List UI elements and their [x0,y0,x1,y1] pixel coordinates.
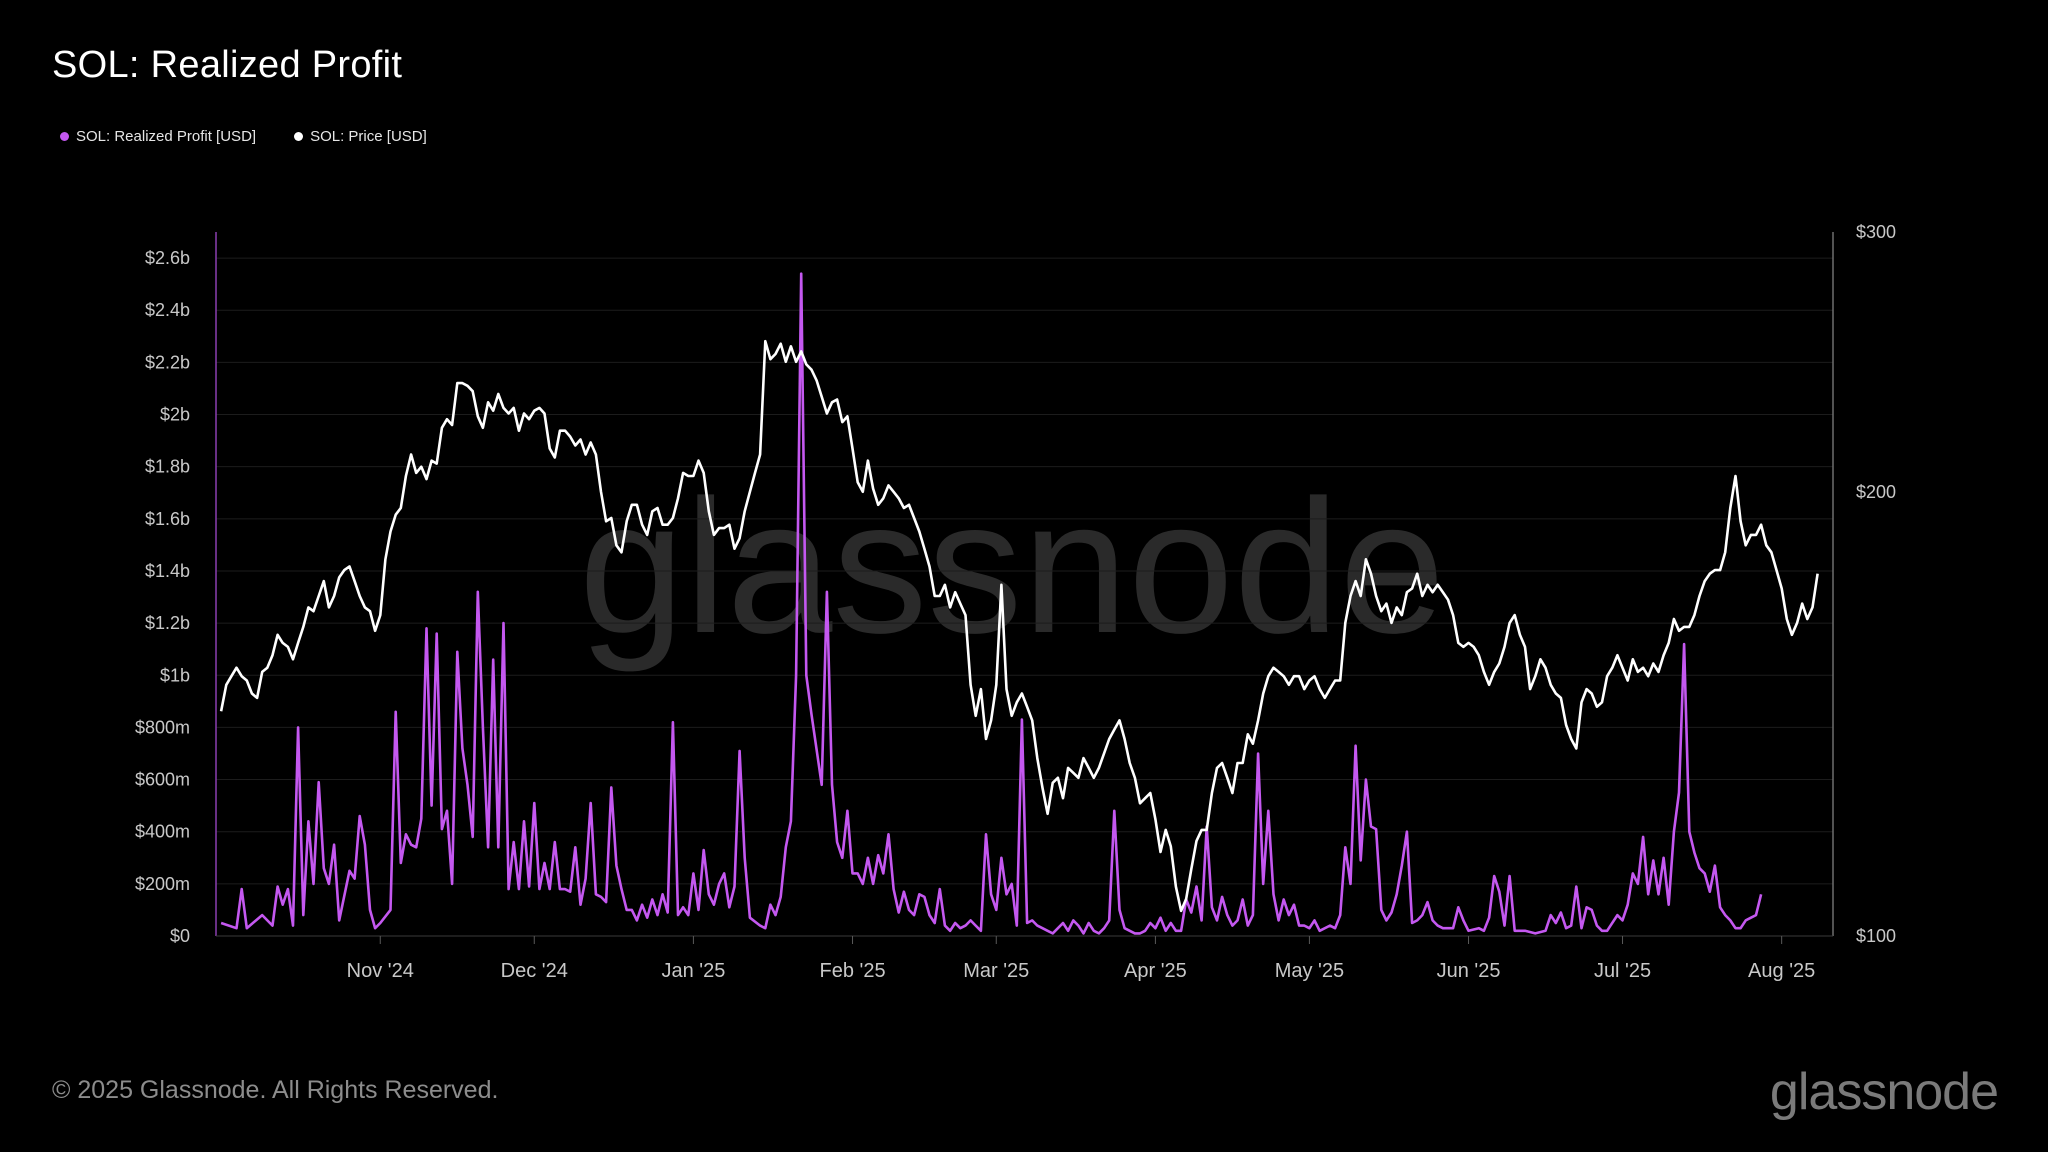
y-axis-left-ticks: $0 $200m $400m $600m $800m $1b $1.2b $1.4b $1.6b… [135,248,190,946]
y-left-tick-label: $400m [135,822,190,842]
y-left-tick-label: $1b [160,665,190,685]
x-tick-label: Feb '25 [819,960,885,982]
y-left-tick-label: $2.2b [145,352,190,372]
series-group [219,272,1819,935]
legend-label-realized-profit: SOL: Realized Profit [USD] [76,128,257,145]
x-tick-label: Dec '24 [501,960,568,982]
legend-item-price[interactable]: SOL: Price [USD] [294,128,427,145]
watermark: glassnode [579,461,1445,673]
series-line-price[interactable] [219,339,1819,913]
x-tick-label: Jan '25 [661,960,725,982]
x-tick-label: May '25 [1275,960,1344,982]
chart-title: SOL: Realized Profit [52,44,403,86]
y-left-tick-label: $800m [135,717,190,737]
x-tick-label: Aug '25 [1748,960,1815,982]
x-tick-label: Mar '25 [963,960,1029,982]
x-axis-ticks: Nov '24 Dec '24 Jan '25 Feb '25 Mar '25 Apr '… [347,936,1815,982]
y-left-tick-label: $2b [160,405,190,425]
y-left-tick-label: $0 [170,926,190,946]
series-line-realized-profit[interactable] [220,272,1763,935]
y-left-tick-label: $1.6b [145,509,190,529]
legend-dot-price [294,132,304,141]
gridlines [216,257,1833,885]
copyright: © 2025 Glassnode. All Rights Reserved. [52,1076,499,1104]
y-axis-right-ticks: $100 $200 $300 [1856,222,1896,946]
x-tick-label: Jul '25 [1594,960,1651,982]
y-right-tick-label: $200 [1856,482,1896,502]
legend-dot-realized-profit [60,132,69,141]
x-tick-label: Nov '24 [347,960,414,982]
legend-label-price: SOL: Price [USD] [310,128,427,145]
legend: SOL: Realized Profit [USD] SOL: Price [U… [60,128,427,145]
x-tick-label: Jun '25 [1437,960,1501,982]
y-left-tick-label: $1.8b [145,457,190,477]
y-left-tick-label: $1.2b [145,613,190,633]
y-left-tick-label: $200m [135,874,190,894]
brand-logo: glassnode [1769,1063,1999,1121]
y-left-tick-label: $600m [135,770,190,790]
y-right-tick-label: $300 [1856,222,1896,242]
y-left-tick-label: $2.6b [145,248,190,268]
y-left-tick-label: $1.4b [145,561,190,581]
x-tick-label: Apr '25 [1124,960,1187,982]
axes [215,232,1834,937]
legend-item-realized-profit[interactable]: SOL: Realized Profit [USD] [60,128,256,145]
y-left-tick-label: $2.4b [145,300,190,320]
y-right-tick-label: $100 [1856,926,1896,946]
